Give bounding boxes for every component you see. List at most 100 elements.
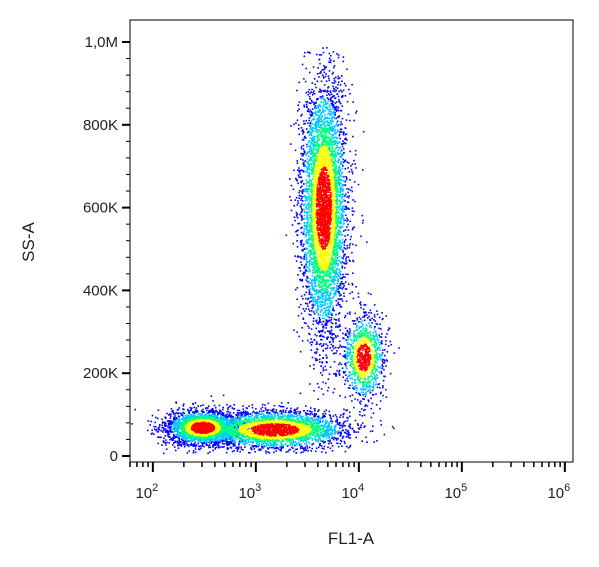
data-point bbox=[360, 306, 362, 309]
data-point bbox=[323, 317, 326, 320]
data-point bbox=[313, 413, 316, 415]
data-point bbox=[227, 406, 229, 409]
data-point bbox=[346, 226, 348, 228]
data-point bbox=[210, 395, 213, 397]
data-point bbox=[277, 415, 280, 417]
data-point bbox=[333, 88, 336, 91]
data-point bbox=[367, 322, 370, 324]
data-point bbox=[337, 106, 339, 108]
data-point bbox=[374, 338, 376, 340]
data-point bbox=[227, 447, 230, 450]
data-point bbox=[379, 358, 382, 361]
data-point bbox=[296, 415, 299, 417]
data-point bbox=[373, 304, 376, 306]
data-point bbox=[339, 174, 342, 177]
data-point bbox=[317, 107, 319, 109]
data-point bbox=[377, 383, 379, 386]
data-point bbox=[348, 208, 350, 210]
data-point bbox=[329, 304, 331, 307]
data-point bbox=[151, 429, 153, 432]
data-point bbox=[309, 124, 312, 126]
data-point bbox=[309, 437, 312, 439]
data-point bbox=[305, 228, 308, 231]
data-point bbox=[312, 126, 314, 129]
data-point bbox=[384, 354, 386, 357]
data-point bbox=[199, 438, 201, 440]
data-point bbox=[336, 87, 339, 90]
data-point bbox=[320, 116, 323, 119]
data-point bbox=[311, 119, 314, 121]
data-point bbox=[371, 377, 374, 379]
data-point bbox=[380, 370, 383, 373]
data-point bbox=[328, 306, 331, 309]
data-point bbox=[348, 162, 350, 164]
data-point bbox=[347, 219, 349, 221]
data-point bbox=[328, 316, 331, 319]
data-point bbox=[276, 444, 279, 446]
data-point bbox=[317, 120, 319, 123]
data-point bbox=[342, 60, 345, 63]
data-point bbox=[309, 237, 312, 239]
data-point bbox=[328, 308, 330, 310]
data-point bbox=[305, 269, 307, 271]
data-point bbox=[311, 156, 314, 159]
data-point bbox=[339, 226, 341, 229]
data-point bbox=[228, 433, 230, 436]
data-point bbox=[307, 339, 309, 342]
data-point bbox=[349, 335, 351, 337]
data-point bbox=[359, 302, 361, 305]
data-point bbox=[308, 145, 310, 148]
data-point bbox=[341, 261, 344, 263]
data-point bbox=[381, 364, 383, 366]
data-point bbox=[221, 418, 224, 421]
data-point bbox=[327, 378, 330, 380]
data-point bbox=[224, 439, 226, 441]
data-point bbox=[259, 448, 262, 450]
data-point bbox=[297, 127, 300, 130]
data-point bbox=[322, 430, 324, 432]
data-point bbox=[235, 436, 237, 438]
data-point bbox=[311, 151, 314, 154]
data-point bbox=[341, 241, 344, 244]
data-point bbox=[305, 190, 307, 193]
data-point bbox=[294, 448, 297, 451]
data-point bbox=[337, 281, 339, 283]
data-point bbox=[378, 327, 380, 330]
data-point bbox=[134, 408, 136, 411]
data-point bbox=[267, 409, 270, 411]
data-point bbox=[180, 414, 183, 416]
data-point bbox=[315, 293, 318, 295]
data-point bbox=[225, 438, 227, 440]
data-point bbox=[313, 300, 315, 302]
data-point bbox=[309, 365, 311, 367]
data-point bbox=[239, 450, 241, 453]
data-point bbox=[188, 411, 191, 413]
data-point bbox=[322, 74, 324, 76]
data-point bbox=[186, 444, 188, 446]
data-point bbox=[199, 414, 201, 416]
data-point bbox=[184, 417, 187, 420]
data-point bbox=[341, 212, 343, 215]
data-point bbox=[335, 291, 338, 293]
data-point bbox=[300, 240, 302, 242]
data-point bbox=[163, 437, 165, 440]
data-point bbox=[318, 115, 321, 117]
data-point bbox=[196, 410, 199, 412]
data-point bbox=[234, 442, 236, 444]
data-point bbox=[339, 273, 342, 276]
data-point bbox=[214, 444, 216, 447]
data-point bbox=[321, 121, 323, 124]
data-point bbox=[165, 428, 167, 430]
data-point bbox=[168, 423, 170, 426]
data-point bbox=[161, 418, 163, 421]
data-point bbox=[317, 118, 320, 120]
data-point bbox=[352, 227, 354, 229]
data-point bbox=[299, 414, 301, 417]
data-point bbox=[299, 205, 302, 207]
data-point bbox=[318, 119, 321, 121]
data-point bbox=[282, 409, 285, 411]
data-point bbox=[324, 99, 327, 102]
data-point bbox=[326, 428, 329, 431]
data-point bbox=[227, 435, 230, 438]
data-point bbox=[314, 112, 317, 115]
